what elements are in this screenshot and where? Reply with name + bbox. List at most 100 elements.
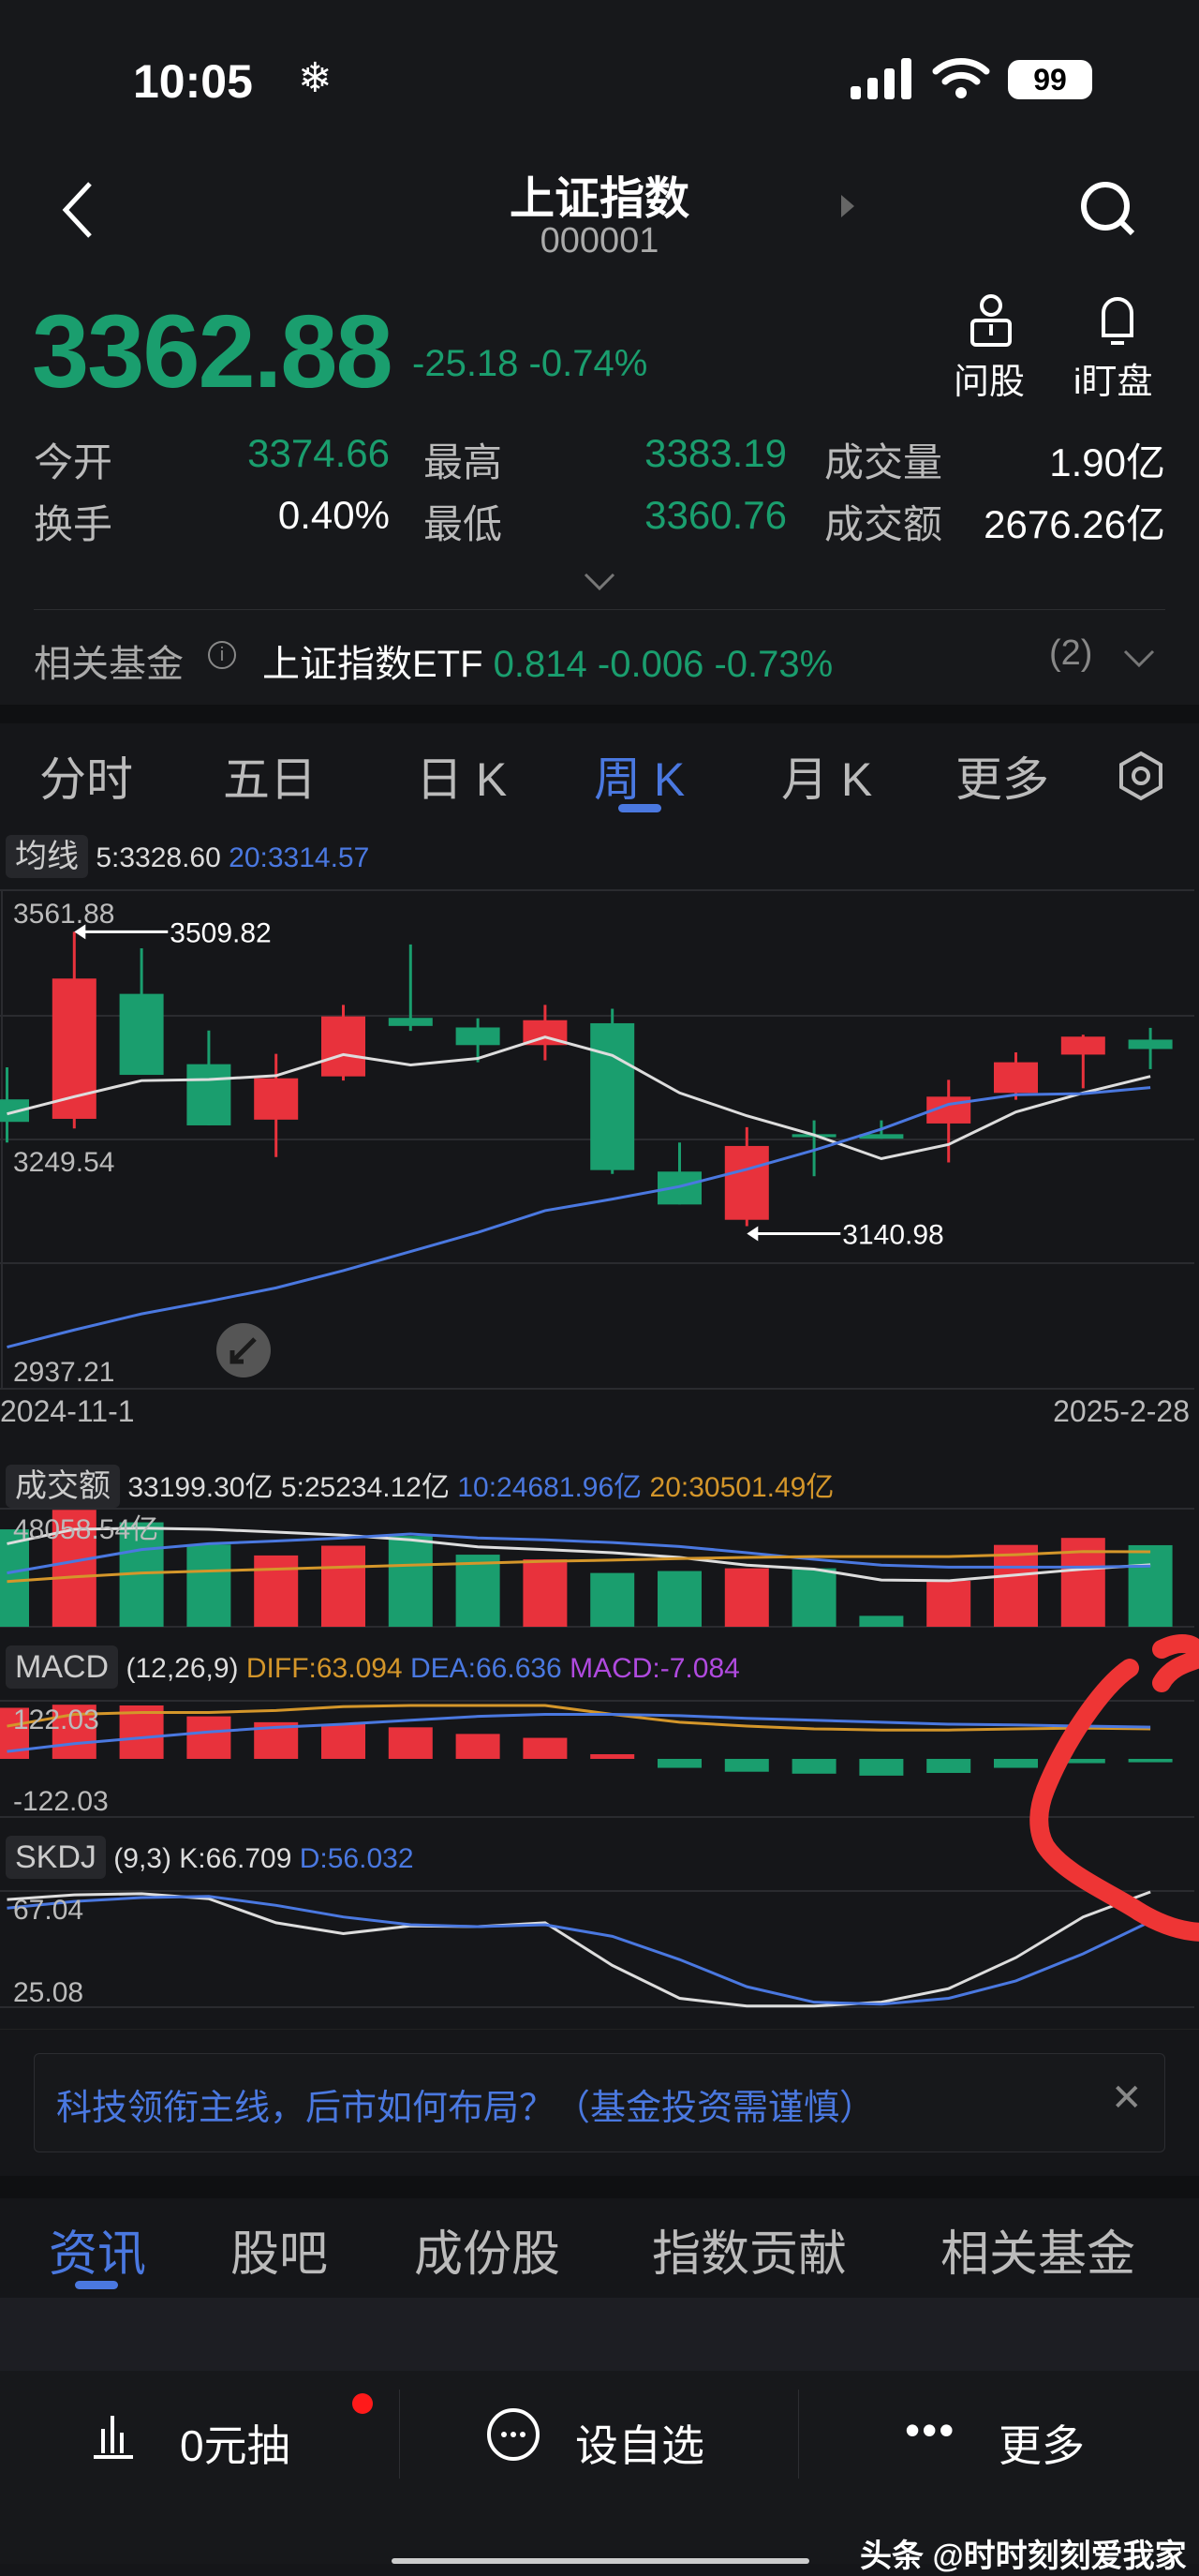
- stat-value: 3383.19: [644, 431, 787, 475]
- volume-ma5: 5:25234.12亿: [280, 1472, 450, 1503]
- y-tick-label: 25.08: [13, 1977, 83, 2008]
- macd-params: (12,26,9): [126, 1653, 239, 1684]
- ask-stock-button[interactable]: 问股: [954, 363, 1026, 402]
- tab-constituents[interactable]: 成份股: [414, 2227, 561, 2282]
- macd-bar: [1128, 1759, 1173, 1763]
- max-marker-label: 3509.82: [170, 917, 271, 948]
- ma5-line: [7, 1035, 1151, 1161]
- fund-row[interactable]: 上证指数ETF 0.814 -0.006 -0.73%: [262, 633, 833, 688]
- section-gap: [0, 705, 1199, 723]
- watch-button[interactable]: i盯盘: [1073, 363, 1153, 402]
- candle-body: [859, 1134, 904, 1139]
- close-icon[interactable]: ✕: [1111, 2077, 1143, 2119]
- y-tick-label: 48058.54亿: [13, 1514, 158, 1545]
- settings-icon[interactable]: [1115, 750, 1167, 802]
- tab-news[interactable]: 资讯: [49, 2227, 147, 2282]
- expand-chevron-icon[interactable]: [583, 572, 616, 592]
- signal-icon: [851, 58, 911, 99]
- stat-label: 最高: [423, 440, 503, 484]
- d-value: D:56.032: [299, 1843, 414, 1874]
- volume-ma20: 20:30501.49亿: [649, 1472, 835, 1503]
- tab-month-k[interactable]: 月 K: [781, 753, 873, 806]
- ask-stock-icon[interactable]: [967, 292, 1015, 350]
- add-watchlist-icon[interactable]: [485, 2406, 541, 2463]
- macd-value: MACD:-7.084: [570, 1653, 740, 1684]
- volume-bar: [186, 1544, 231, 1627]
- more-button[interactable]: 更多: [999, 2421, 1085, 2470]
- macd-bar: [119, 1705, 164, 1759]
- stat-label: 成交量: [824, 440, 943, 484]
- candle-body: [590, 1022, 635, 1170]
- divider: [34, 609, 1165, 610]
- chevron-down-icon[interactable]: [1122, 648, 1156, 669]
- back-icon[interactable]: [58, 180, 96, 240]
- fund-name: 上证指数ETF: [262, 644, 483, 685]
- k-value: K:66.709: [179, 1843, 292, 1874]
- macd-bar: [186, 1716, 231, 1759]
- skdj-params: (9,3): [113, 1843, 171, 1874]
- macd-bar: [388, 1727, 433, 1759]
- search-icon[interactable]: [1077, 178, 1139, 240]
- macd-bar: [994, 1759, 1038, 1768]
- lottery-button[interactable]: 0元抽: [180, 2421, 290, 2470]
- macd-bar: [590, 1754, 635, 1759]
- watermark: 头条 @时时刻刻爱我家: [860, 2539, 1187, 2574]
- volume-bar: [658, 1571, 702, 1627]
- macd-bar: [792, 1759, 836, 1774]
- price-change: -25.18 -0.74%: [412, 343, 647, 385]
- skdj-legend: SKDJ (9,3) K:66.709 D:56.032: [6, 1836, 414, 1879]
- tab-day-k[interactable]: 日 K: [416, 753, 508, 806]
- ma5-value: 5:3328.60: [96, 842, 221, 873]
- bell-icon[interactable]: [1094, 290, 1141, 350]
- macd-bar: [455, 1734, 500, 1759]
- tab-more[interactable]: 更多: [955, 753, 1049, 806]
- stat-value: 0.40%: [277, 493, 390, 537]
- macd-selector[interactable]: MACD: [6, 1645, 119, 1689]
- volume-bar: [0, 1529, 29, 1627]
- promo-text[interactable]: 科技领衔主线，后市如何布局？（基金投资需谨慎）: [56, 2089, 876, 2128]
- macd-bar: [658, 1759, 702, 1768]
- ma-legend: 均线 5:3328.60 20:3314.57: [6, 830, 369, 878]
- skdj-selector[interactable]: SKDJ: [6, 1836, 106, 1879]
- volume-ma10: 10:24681.96亿: [457, 1472, 643, 1503]
- more-icon[interactable]: •••: [905, 2405, 956, 2454]
- battery-indicator: 99: [1008, 60, 1092, 99]
- hand-drawn-circle-annotation: [1029, 1634, 1199, 1942]
- info-icon[interactable]: i: [208, 641, 236, 669]
- candle-body: [994, 1062, 1038, 1094]
- tab-minute[interactable]: 分时: [39, 753, 133, 806]
- draw-tool-icon-glyph: [229, 1337, 257, 1364]
- tab-week-k[interactable]: 周 K: [594, 753, 686, 806]
- promo-banner[interactable]: [34, 2053, 1165, 2152]
- fund-label: 相关基金: [34, 644, 184, 685]
- volume-selector[interactable]: 成交额: [6, 1465, 120, 1508]
- change-value: -25.18: [412, 343, 519, 384]
- stat-value: 2676.26亿: [984, 502, 1165, 546]
- stat-label: 换手: [34, 502, 113, 546]
- dea-value: DEA:66.636: [409, 1653, 562, 1684]
- active-tab-indicator: [75, 2281, 118, 2289]
- kline-charts[interactable]: 3561.88 3249.54 2937.21 3509.82 3140.98 48058…: [0, 0, 1199, 2024]
- y-tick-label: -122.03: [13, 1786, 109, 1817]
- tab-contribution[interactable]: 指数贡献: [652, 2227, 848, 2282]
- volume-ma10-line: [7, 1532, 1151, 1575]
- volume-current: 33199.30亿: [127, 1472, 274, 1503]
- volume-bar: [926, 1580, 971, 1627]
- y-tick-label: 2937.21: [13, 1357, 114, 1388]
- tab-forum[interactable]: 股吧: [230, 2227, 329, 2282]
- tab-related-funds[interactable]: 相关基金: [940, 2227, 1136, 2282]
- volume-bar: [321, 1545, 365, 1627]
- add-watchlist-button[interactable]: 设自选: [575, 2421, 704, 2470]
- fund-price: 0.814: [493, 644, 587, 685]
- ma-selector[interactable]: 均线: [6, 835, 88, 878]
- stat-label: 成交额: [824, 502, 943, 546]
- volume-bar: [590, 1572, 635, 1627]
- news-content-area: [0, 2298, 1199, 2371]
- divider: [399, 2390, 400, 2479]
- y-tick-label: 3249.54: [13, 1147, 114, 1178]
- next-stock-icon[interactable]: [841, 195, 854, 217]
- fund-change: -0.006: [597, 644, 704, 685]
- macd-bar: [1060, 1759, 1105, 1764]
- volume-bar: [254, 1555, 299, 1627]
- tab-five-day[interactable]: 五日: [223, 753, 317, 806]
